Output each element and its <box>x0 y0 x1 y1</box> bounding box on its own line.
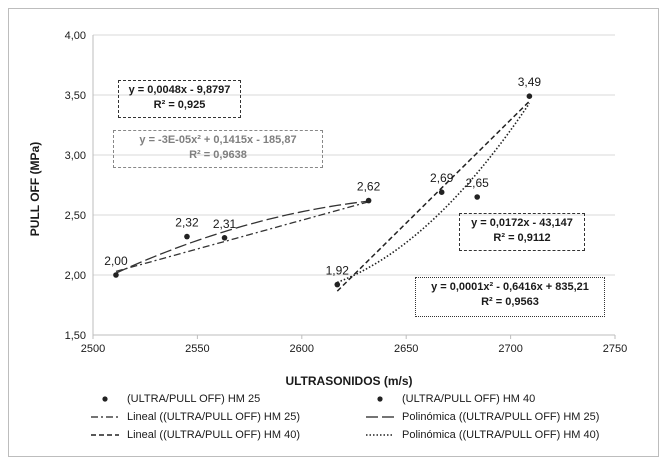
long-dash-line-icon <box>366 416 394 418</box>
y-tick-label: 4,00 <box>65 30 86 42</box>
equation-text: y = 0,0001x² - 0,6416x + 835,21 <box>431 281 589 293</box>
x-tick-label: 2550 <box>185 343 209 355</box>
legend-item-poly-hm25: Polinómica ((ULTRA/PULL OFF) HM 25) <box>364 409 599 425</box>
trendline-equation-poly-hm40: y = 0,0001x² - 0,6416x + 835,21 R² = 0,9… <box>415 277 605 317</box>
legend-label: Lineal ((ULTRA/PULL OFF) HM 40) <box>127 429 300 441</box>
legend: (ULTRA/PULL OFF) HM 25 (ULTRA/PULL OFF) … <box>9 391 660 451</box>
trendlines <box>115 100 531 292</box>
equation-text: y = 0,0048x - 9,8797 <box>128 84 231 96</box>
equation-text: y = 0,0172x - 43,147 <box>471 217 573 229</box>
data-point <box>438 189 445 195</box>
trendline-lineal-hm25 <box>115 201 369 273</box>
legend-label: Polinómica ((ULTRA/PULL OFF) HM 40) <box>402 429 600 441</box>
y-tick-label: 2,50 <box>65 210 86 222</box>
dot-marker-icon <box>102 396 108 402</box>
equation-text: y = -3E-05x² + 0,1415x - 185,87 <box>139 134 297 146</box>
data-label: 2,00 <box>104 254 128 268</box>
data-point <box>113 272 119 278</box>
r2-text: R² = 0,925 <box>153 99 206 111</box>
data-label: 2,32 <box>175 216 199 230</box>
r2-text: R² = 0,9112 <box>493 232 551 244</box>
data-label: 3,49 <box>518 75 542 89</box>
data-labels: 2,00 2,32 2,31 2,62 1,92 2,69 2,65 3,49 <box>104 75 541 277</box>
r2-text: R² = 0,9638 <box>189 149 247 161</box>
y-tick-label: 3,00 <box>65 150 86 162</box>
chart-area: 1,50 2,00 2,50 3,00 3,50 4,00 2500 2550 2600 2650… <box>8 8 659 457</box>
x-tick-label: 2600 <box>290 343 314 355</box>
data-label: 2,62 <box>357 180 381 194</box>
y-axis-title: PULL OFF (MPa) <box>28 142 42 236</box>
dotted-line-icon <box>366 434 394 436</box>
data-point <box>184 233 190 240</box>
trendline-poly-hm40 <box>337 102 531 284</box>
data-points <box>113 93 533 288</box>
data-point <box>365 197 372 204</box>
r2-text: R² = 0,9563 <box>481 296 539 308</box>
dashed-line-icon <box>91 434 119 436</box>
legend-label: Lineal ((ULTRA/PULL OFF) HM 25) <box>127 411 300 423</box>
trendline-lineal-hm40 <box>336 100 530 292</box>
dash-dot-line-icon <box>91 416 119 418</box>
legend-item-hm40-points: (ULTRA/PULL OFF) HM 40 <box>364 391 535 407</box>
y-tick-label: 2,00 <box>65 270 86 282</box>
legend-label: (ULTRA/PULL OFF) HM 40 <box>402 393 536 405</box>
x-axis-title: ULTRASONIDOS (m/s) <box>285 374 412 388</box>
dot-marker-icon <box>377 396 383 402</box>
axes: 1,50 2,00 2,50 3,00 3,50 4,00 2500 2550 2600 2650… <box>65 30 628 355</box>
data-label: 1,92 <box>326 264 350 278</box>
data-point <box>474 194 480 200</box>
data-label: 2,69 <box>430 171 454 185</box>
trendline-equation-lineal-hm25: y = 0,0048x - 9,8797 R² = 0,925 <box>118 80 241 118</box>
data-label: 2,31 <box>213 217 237 231</box>
x-tick-label: 2750 <box>603 343 627 355</box>
trendline-equation-lineal-hm40: y = 0,0172x - 43,147 R² = 0,9112 <box>459 213 585 251</box>
y-tick-label: 1,50 <box>65 330 86 342</box>
trendline-equation-poly-hm25: y = -3E-05x² + 0,1415x - 185,87 R² = 0,9… <box>113 130 323 168</box>
data-point <box>221 235 228 241</box>
data-point <box>334 281 341 288</box>
legend-item-hm25-points: (ULTRA/PULL OFF) HM 25 <box>89 391 260 407</box>
x-tick-label: 2650 <box>394 343 418 355</box>
x-tick-label: 2700 <box>498 343 522 355</box>
legend-item-lineal-hm25: Lineal ((ULTRA/PULL OFF) HM 25) <box>89 409 300 425</box>
data-point <box>526 93 533 99</box>
plot-svg: 1,50 2,00 2,50 3,00 3,50 4,00 2500 2550 2600 2650… <box>28 30 628 388</box>
y-tick-label: 3,50 <box>65 90 86 102</box>
x-tick-label: 2500 <box>81 343 105 355</box>
data-label: 2,65 <box>466 176 490 190</box>
legend-item-poly-hm40: Polinómica ((ULTRA/PULL OFF) HM 40) <box>364 427 599 443</box>
legend-label: Polinómica ((ULTRA/PULL OFF) HM 25) <box>402 411 600 423</box>
legend-item-lineal-hm40: Lineal ((ULTRA/PULL OFF) HM 40) <box>89 427 300 443</box>
trendline-poly-hm25 <box>115 200 369 274</box>
legend-label: (ULTRA/PULL OFF) HM 25 <box>127 393 261 405</box>
